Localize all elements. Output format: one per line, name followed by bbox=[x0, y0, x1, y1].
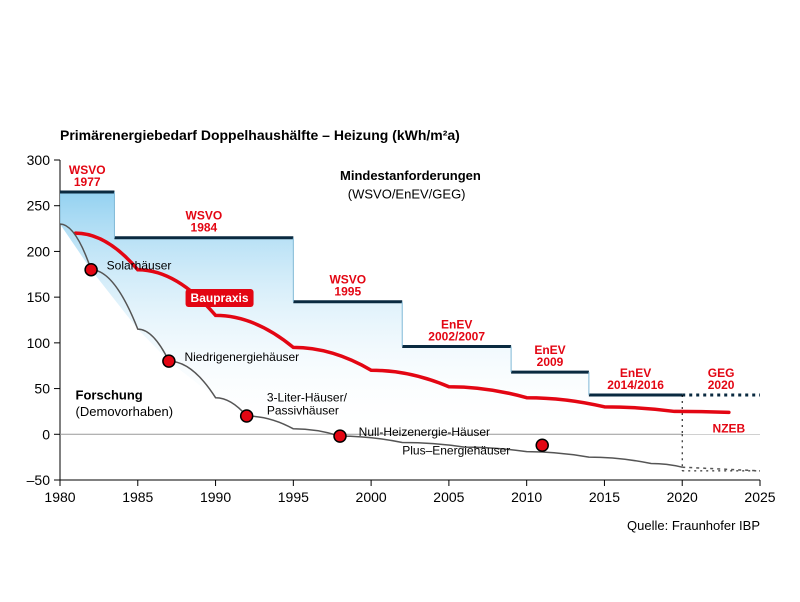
house-label: Solarhäuser bbox=[107, 259, 172, 273]
regulation-year: 1995 bbox=[334, 285, 361, 299]
house-label: 3-Liter-Häuser/ bbox=[267, 390, 348, 404]
regulation-year: 2002/2007 bbox=[428, 330, 485, 344]
x-tick-label: 2010 bbox=[511, 489, 542, 505]
y-tick-label: 150 bbox=[27, 289, 51, 305]
x-tick-label: 2005 bbox=[433, 489, 464, 505]
house-marker bbox=[241, 410, 253, 422]
x-tick-label: 1995 bbox=[278, 489, 309, 505]
y-tick-label: 300 bbox=[27, 152, 51, 168]
regulation-year: 1977 bbox=[74, 175, 101, 189]
regulation-year: 2009 bbox=[537, 355, 564, 369]
x-tick-label: 2000 bbox=[356, 489, 387, 505]
house-marker bbox=[536, 439, 548, 451]
house-label: Passivhäuser bbox=[267, 403, 339, 417]
x-tick-label: 2025 bbox=[744, 489, 775, 505]
x-tick-label: 1990 bbox=[200, 489, 231, 505]
y-tick-label: 200 bbox=[27, 243, 51, 259]
x-tick-label: 2020 bbox=[667, 489, 698, 505]
x-tick-label: 1980 bbox=[44, 489, 75, 505]
house-marker bbox=[163, 355, 175, 367]
x-tick-label: 2015 bbox=[589, 489, 620, 505]
energy-chart: Primärenergiebedarf Doppelhaushälfte – H… bbox=[0, 0, 800, 602]
legend-research: Forschung bbox=[76, 388, 143, 403]
house-marker bbox=[85, 264, 97, 276]
chart-title: Primärenergiebedarf Doppelhaushälfte – H… bbox=[60, 127, 460, 143]
regulation-year: 2020 bbox=[708, 378, 735, 392]
regulation-year: 2014/2016 bbox=[607, 378, 664, 392]
house-label: Plus–Energiehäuser bbox=[402, 443, 510, 457]
legend-regulations-sub: (WSVO/EnEV/GEG) bbox=[348, 186, 466, 201]
legend-research-sub: (Demovorhaben) bbox=[76, 404, 174, 419]
research-curve-future bbox=[682, 467, 760, 471]
house-marker bbox=[334, 430, 346, 442]
nzeb-label: NZEB bbox=[713, 421, 746, 435]
y-tick-label: 0 bbox=[42, 426, 50, 442]
regulation-year: 1984 bbox=[191, 221, 218, 235]
x-tick-label: 1985 bbox=[122, 489, 153, 505]
y-tick-label: –50 bbox=[27, 472, 51, 488]
baupraxis-label: Baupraxis bbox=[191, 291, 249, 305]
legend-regulations: Mindestanforderungen bbox=[340, 168, 481, 183]
y-tick-label: 50 bbox=[34, 381, 50, 397]
regulation-area bbox=[60, 192, 760, 434]
house-label: Niedrigenergiehäuser bbox=[184, 350, 299, 364]
house-label: Null-Heizenergie-Häuser bbox=[359, 425, 490, 439]
y-tick-label: 100 bbox=[27, 335, 51, 351]
source-label: Quelle: Fraunhofer IBP bbox=[627, 518, 760, 533]
y-tick-label: 250 bbox=[27, 198, 51, 214]
